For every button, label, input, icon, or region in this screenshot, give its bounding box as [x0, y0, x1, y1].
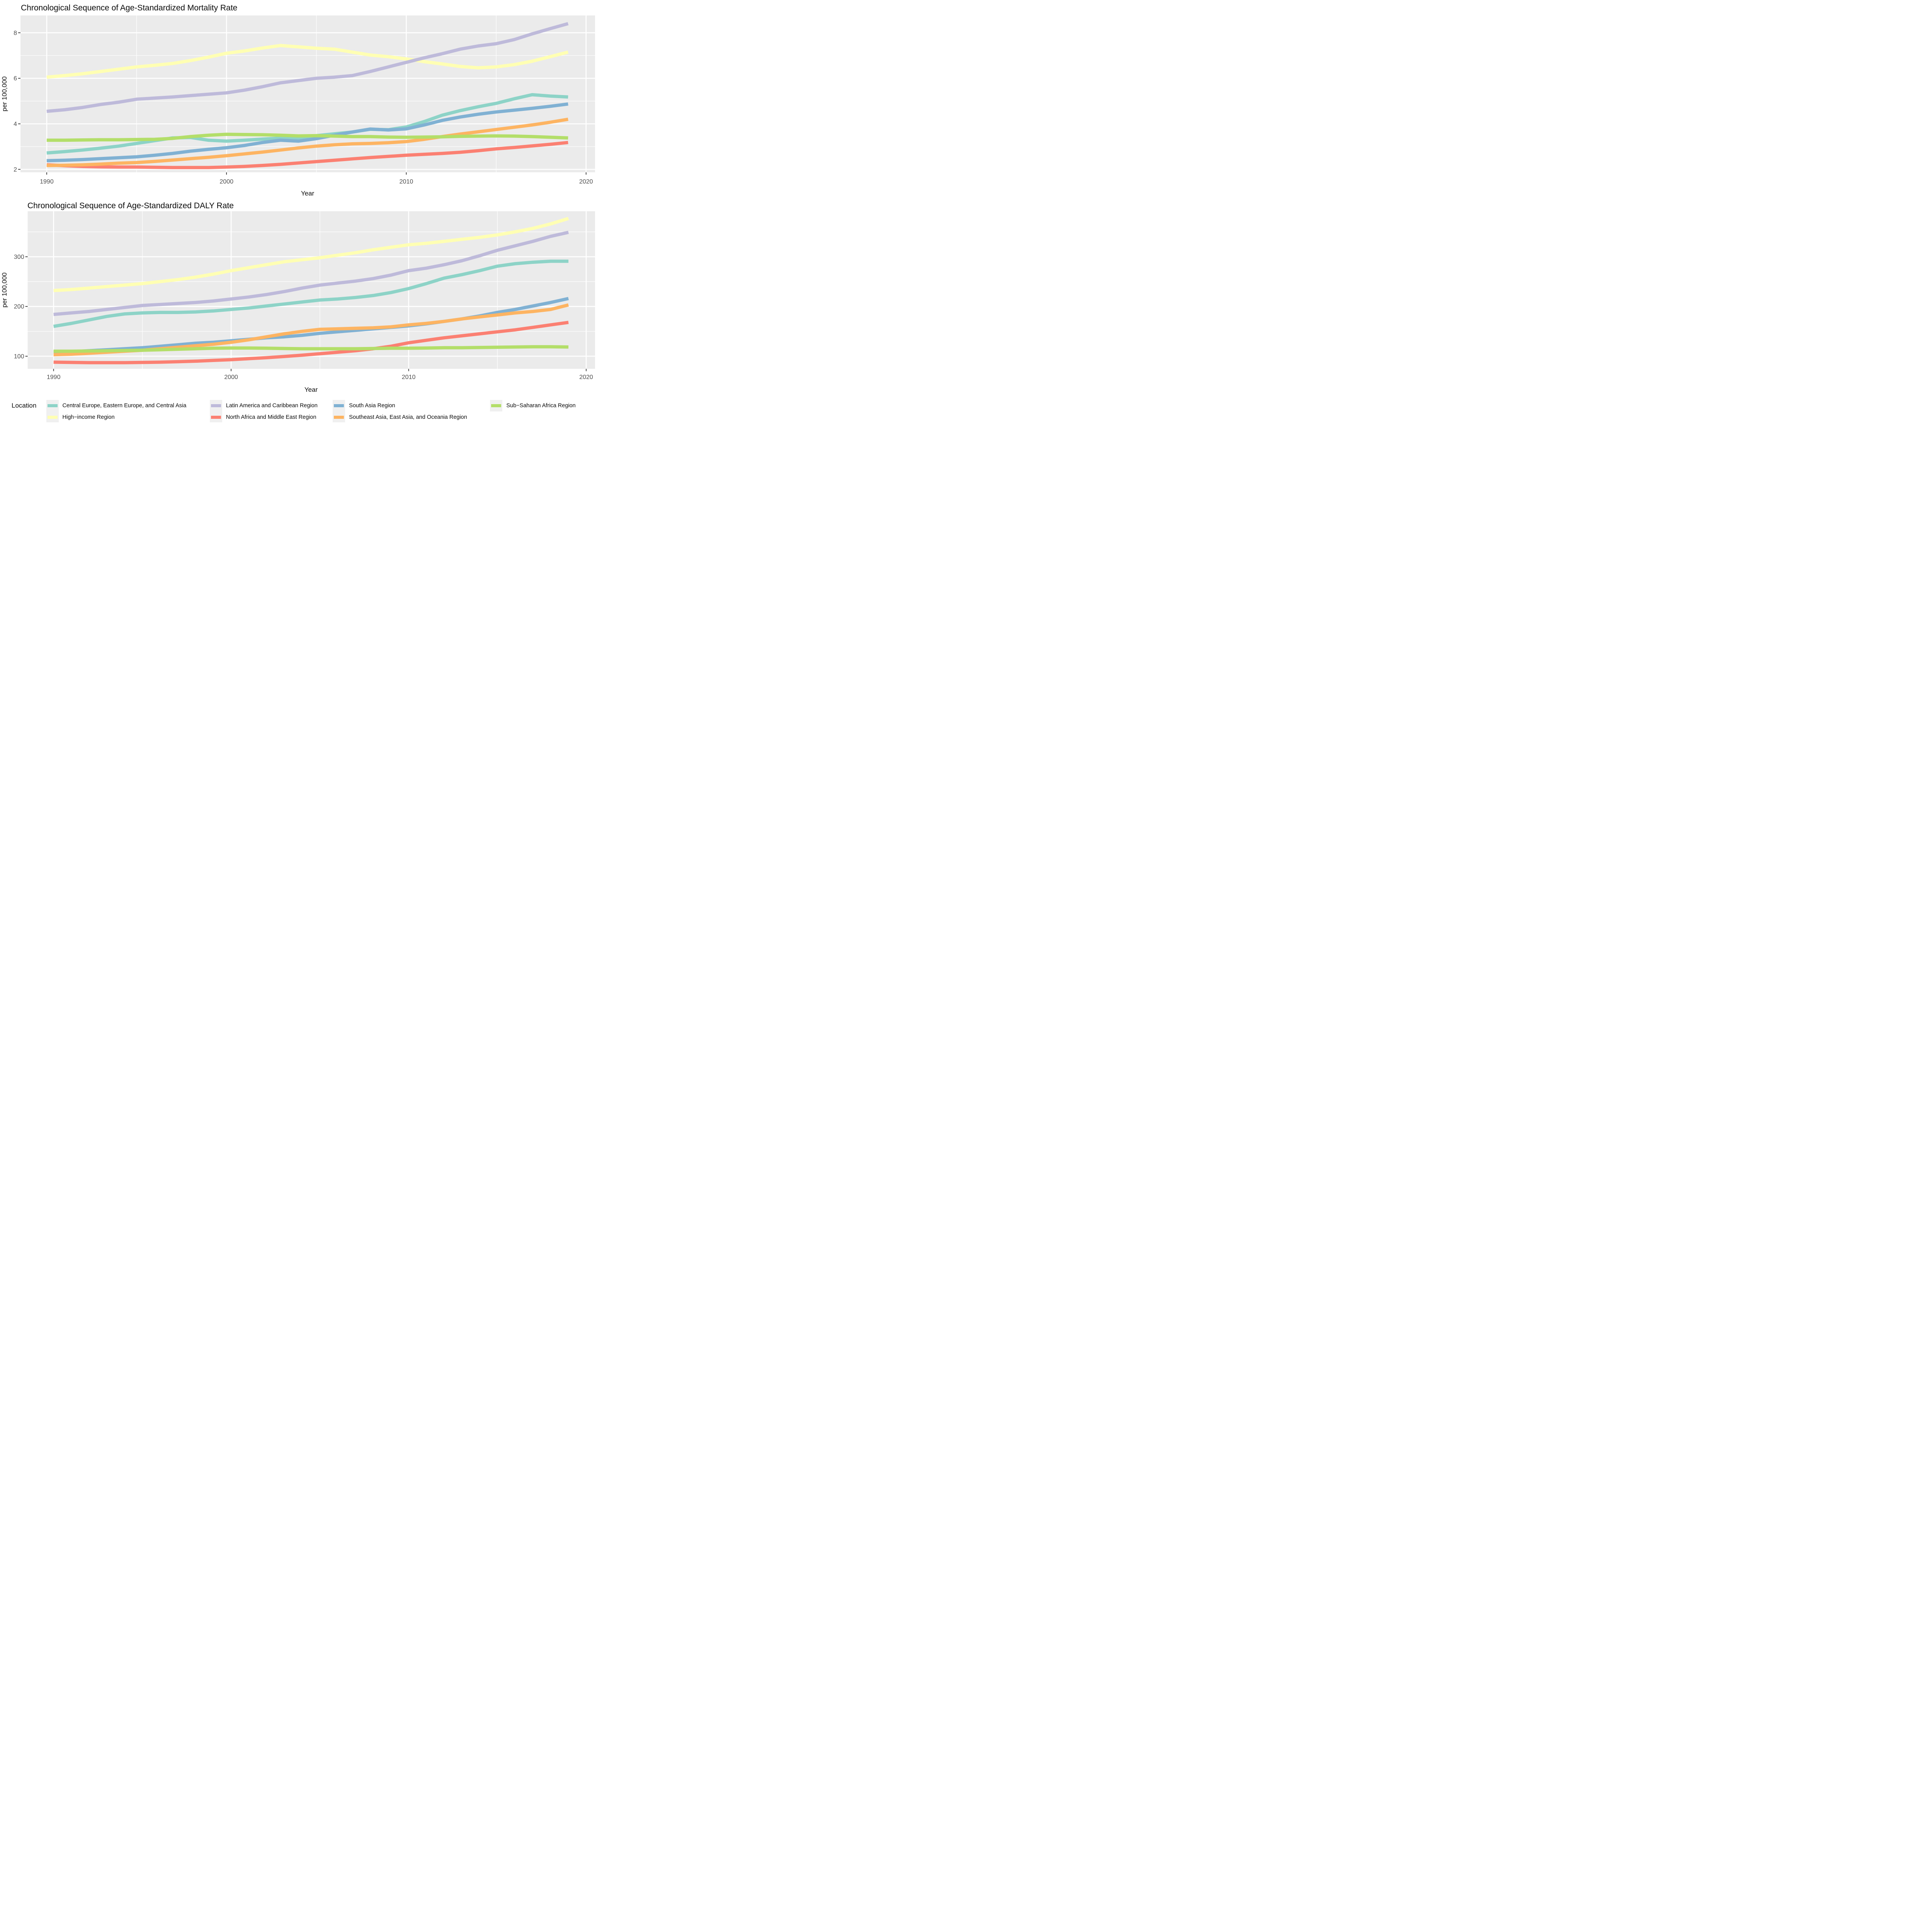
series-line-latin-america-and-caribbean-region — [46, 22, 569, 113]
legend-key — [209, 400, 222, 411]
line-swatch-southeast-asia — [334, 416, 344, 419]
legend-entry: Southeast Asia, East Asia, and Oceania R… — [333, 411, 467, 422]
x-tick-label: 1990 — [47, 374, 61, 381]
legend-key — [333, 411, 345, 422]
x-tick-label: 2010 — [402, 374, 416, 381]
series-line-central-europe-eastern-europe-and-central-asia — [53, 259, 569, 328]
x-tick-label: 2000 — [219, 179, 233, 185]
line-swatch-central-europe — [47, 404, 58, 407]
line-swatch-latin-america — [211, 404, 221, 407]
legend-entry: South Asia Region — [333, 400, 395, 411]
legend-label: High−income Region — [62, 414, 115, 420]
legend-title: Location — [12, 402, 37, 409]
ggplot-figure: 1990 2000 2010 2020 2 4 6 8 Chronological Sequen… — [0, 0, 597, 422]
legend-entry: North Africa and Middle East Region — [209, 411, 316, 422]
legend-key — [490, 400, 503, 411]
legend-key — [333, 400, 345, 411]
y-tick-label: 6 — [14, 75, 17, 82]
series-line-high-income-region — [53, 217, 569, 292]
y-axis-title: per 100,000 — [1, 272, 8, 308]
legend-label: North Africa and Middle East Region — [226, 414, 316, 420]
x-tick-label: 2010 — [400, 179, 413, 185]
y-tick-label: 4 — [14, 121, 17, 128]
legend-label: Latin America and Caribbean Region — [226, 403, 318, 409]
y-axis-title: per 100,000 — [1, 77, 8, 112]
x-tick-label: 2000 — [224, 374, 238, 381]
series-line-south-asia-region — [46, 102, 568, 163]
legend-key — [209, 411, 222, 422]
series-line-high-income-region — [46, 44, 569, 79]
y-tick-label: 200 — [14, 304, 24, 310]
legend-label: Sub−Saharan Africa Region — [506, 403, 576, 409]
legend-entry: Latin America and Caribbean Region — [209, 400, 318, 411]
y-tick-label: 2 — [14, 167, 17, 173]
line-swatch-south-asia — [334, 404, 344, 407]
series-line-north-africa-and-middle-east-region — [53, 321, 569, 364]
series-line-north-africa-and-middle-east-region — [46, 141, 568, 169]
legend-label: Southeast Asia, East Asia, and Oceania R… — [349, 414, 467, 420]
x-axis-title: Year — [304, 386, 318, 393]
legend-label: Central Europe, Eastern Europe, and Cent… — [62, 403, 187, 409]
series-line-sub-saharan-africa-region — [53, 345, 569, 353]
line-swatch-sub-saharan — [491, 404, 502, 407]
chart-title-mortality: Chronological Sequence of Age-Standardiz… — [21, 3, 237, 12]
y-tick-label: 300 — [14, 254, 24, 260]
line-swatch-high-income — [47, 416, 58, 419]
x-tick-label: 1990 — [40, 179, 54, 185]
daly-rate-chart: 1990 2000 2010 2020 100 200 300 Chronological S… — [1, 201, 595, 393]
series-line-sub-saharan-africa-region — [46, 133, 568, 142]
series-line-southeast-asia-east-asia-and-oceania-region — [46, 117, 568, 167]
mortality-rate-chart: 1990 2000 2010 2020 2 4 6 8 Chronological Sequen… — [1, 3, 595, 197]
legend-entry: Central Europe, Eastern Europe, and Cent… — [46, 400, 187, 411]
series-line-latin-america-and-caribbean-region — [53, 231, 569, 316]
y-tick-label: 8 — [14, 30, 17, 36]
x-axis-title: Year — [301, 190, 315, 197]
legend-entry: Sub−Saharan Africa Region — [490, 400, 576, 411]
legend: Location Central Europe, Eastern Europe,… — [0, 394, 597, 422]
y-tick-label: 100 — [14, 353, 24, 360]
x-tick-label: 2020 — [579, 179, 593, 185]
legend-key — [46, 400, 59, 411]
line-swatch-north-africa — [211, 416, 221, 419]
x-tick-label: 2020 — [579, 374, 593, 381]
legend-key — [46, 411, 59, 422]
legend-label: South Asia Region — [349, 403, 395, 409]
plot-panel — [27, 211, 595, 369]
chart-title-daly: Chronological Sequence of Age-Standardiz… — [27, 201, 234, 210]
legend-entry: High−income Region — [46, 411, 115, 422]
